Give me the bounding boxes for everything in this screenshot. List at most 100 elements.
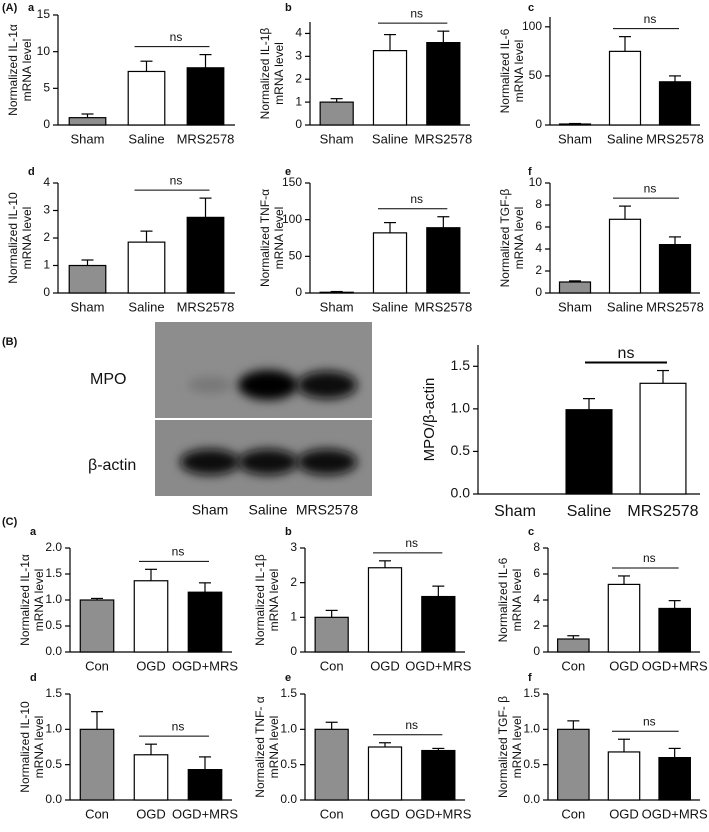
y-tick-label: 0.0 xyxy=(280,792,297,806)
x-tick-label: Saline xyxy=(607,299,643,314)
y-tick-label: 0 xyxy=(535,285,542,299)
y-tick-label: 4 xyxy=(533,592,540,606)
x-tick-label: Sham xyxy=(494,503,536,520)
y-tick-label: 6 xyxy=(535,219,542,233)
y-axis-label: mRNA level xyxy=(32,569,46,632)
x-tick-label: MRS2578 xyxy=(414,299,472,314)
y-axis-label: Normalized TGF-β xyxy=(498,189,512,288)
y-tick-label: 0 xyxy=(295,285,302,299)
y-tick-label: 1 xyxy=(43,258,50,272)
y-axis-label: Normalized IL-1α xyxy=(6,24,20,116)
subpanel-label: d xyxy=(30,672,37,684)
bar xyxy=(133,580,169,653)
blot-band xyxy=(297,371,357,399)
y-tick-label: 1 xyxy=(295,94,302,108)
blot-row-label: β-actin xyxy=(88,457,136,474)
western-blot: MPO β-actin Sham Saline MRS2578 xyxy=(88,322,372,518)
y-tick-label: 100 xyxy=(282,212,302,226)
y-tick-label: 0.0 xyxy=(45,644,62,658)
y-axis-label: mRNA level xyxy=(20,39,34,102)
bar xyxy=(558,281,592,294)
x-tick-label: Con xyxy=(320,658,344,673)
x-tick-label: Sham xyxy=(558,131,592,146)
y-tick-label: 1.5 xyxy=(523,686,540,700)
bar xyxy=(658,81,692,126)
bar xyxy=(608,218,642,294)
y-tick-label: 3 xyxy=(295,49,302,63)
panel-label: (B) xyxy=(2,336,18,348)
bar xyxy=(421,595,456,653)
significance-label: ns xyxy=(618,345,635,362)
y-tick-label: 4 xyxy=(535,241,542,255)
y-tick-label: 10 xyxy=(529,175,543,189)
y-tick-label: 1.5 xyxy=(451,357,471,373)
bar xyxy=(421,749,456,801)
y-axis-label: mRNA level xyxy=(32,716,46,779)
y-axis-label: Normalized IL-10 xyxy=(18,701,32,793)
y-axis-label: mRNA level xyxy=(512,207,526,270)
blot-band xyxy=(238,449,298,475)
y-tick-label: 2.0 xyxy=(45,540,62,554)
bar xyxy=(367,567,403,653)
significance-label: ns xyxy=(410,6,423,20)
y-tick-label: 0.5 xyxy=(45,757,62,771)
y-tick-label: 0.5 xyxy=(523,757,540,771)
bar xyxy=(314,728,349,801)
blot-background xyxy=(155,322,372,418)
blot-band xyxy=(188,377,232,393)
bar xyxy=(79,728,115,801)
x-tick-label: Con xyxy=(85,806,109,821)
bar xyxy=(658,244,692,294)
subpanel-label: c xyxy=(528,2,534,14)
significance-label: ns xyxy=(644,181,657,195)
bar xyxy=(558,123,592,126)
significance-label: ns xyxy=(405,536,418,550)
x-tick-label: OGD xyxy=(609,658,639,673)
bar xyxy=(133,754,169,801)
y-tick-label: 4 xyxy=(295,26,302,40)
y-axis-label: Normalized IL-1β xyxy=(253,554,267,646)
y-axis-label: Normalized TNF-α xyxy=(258,189,272,287)
bar xyxy=(127,70,166,126)
x-tick-label: MRS2578 xyxy=(646,299,704,314)
significance-label: ns xyxy=(172,544,185,558)
x-tick-label: Sham xyxy=(320,299,354,314)
y-tick-label: 8 xyxy=(533,540,540,554)
x-tick-label: Con xyxy=(85,658,109,673)
y-tick-label: 5 xyxy=(43,81,50,95)
bar xyxy=(314,616,349,653)
y-axis-label: Normalized IL-10 xyxy=(6,192,20,284)
significance-label: ns xyxy=(405,718,418,732)
significance-label: ns xyxy=(170,173,183,187)
x-tick-label: Con xyxy=(561,806,585,821)
x-tick-label: OGD+MRS xyxy=(172,658,238,673)
x-tick-label: Sham xyxy=(71,131,105,146)
y-tick-label: 3 xyxy=(290,540,297,554)
x-tick-label: OGD+MRS xyxy=(172,806,238,821)
x-tick-label: Con xyxy=(561,658,585,673)
subpanel-label: c xyxy=(528,526,534,538)
x-tick-label: MRS2578 xyxy=(414,131,472,146)
y-tick-label: 0.5 xyxy=(451,442,471,458)
y-tick-label: 1.5 xyxy=(280,686,297,700)
bar xyxy=(607,583,641,653)
y-axis-label: Normalized IL-1α xyxy=(18,554,32,646)
bar xyxy=(565,409,613,495)
subpanel-label: b xyxy=(285,526,292,538)
blot-band xyxy=(180,449,240,475)
bar xyxy=(319,101,354,126)
subpanel-label: f xyxy=(528,672,532,684)
x-tick-label: Sham xyxy=(558,299,592,314)
y-tick-label: 0.5 xyxy=(280,757,297,771)
significance-label: ns xyxy=(410,192,423,206)
y-axis-label: mRNA level xyxy=(272,207,286,270)
bar xyxy=(639,382,687,495)
subpanel-label: a xyxy=(30,526,37,538)
bar xyxy=(127,241,166,294)
bar xyxy=(607,751,641,801)
y-axis-label: mRNA level xyxy=(267,716,281,779)
bar xyxy=(186,67,225,126)
y-axis-label: mRNA level xyxy=(510,569,524,632)
x-tick-label: OGD xyxy=(136,658,166,673)
x-tick-label: Sham xyxy=(71,299,105,314)
